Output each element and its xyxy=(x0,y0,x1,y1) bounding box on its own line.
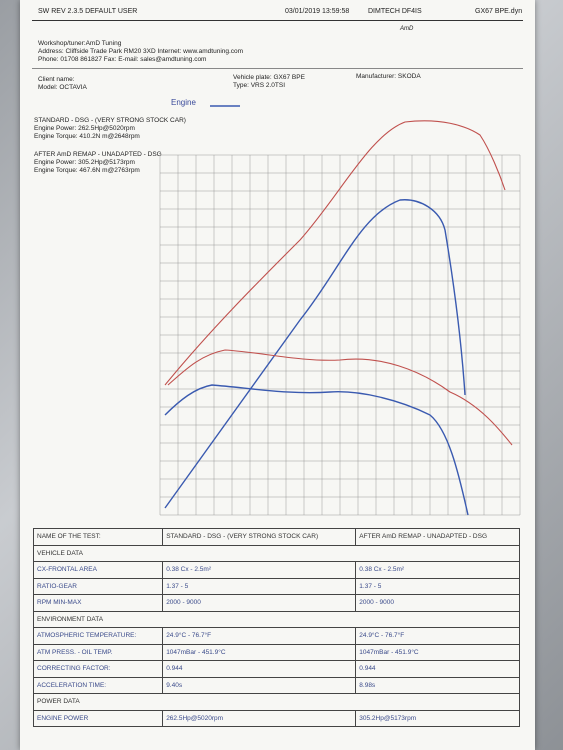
run-power: Engine Power: 262.5Hp@5020rpm xyxy=(34,125,135,132)
torque-curve-remap xyxy=(167,349,513,446)
power-curve-remap xyxy=(164,120,506,386)
torque-curve-stock xyxy=(164,384,469,516)
table-cell: ATM PRESS. - OIL TEMP. xyxy=(32,643,164,661)
table-cell: ATMOSPHERIC TEMPERATURE: xyxy=(32,627,164,645)
table-cell: ENGINE POWER xyxy=(32,709,164,727)
type: Type: VRS 2.0TSI xyxy=(233,82,286,89)
dyno-chart xyxy=(159,105,521,516)
plate: Vehicle plate: GX67 BPE xyxy=(233,74,305,81)
table-row: RATIO-GEAR 1.37 - 5 1.37 - 5 xyxy=(32,577,520,595)
table-cell: 2000 - 9000 xyxy=(355,594,520,612)
model: Model: OCTAVIA xyxy=(38,84,87,91)
table-row: CX-FRONTAL AREA 0.38 Cx - 2.5m² 0.38 Cx - … xyxy=(32,561,520,579)
table-cell: ACCELERATION TIME: xyxy=(32,676,164,694)
table-row: CORRECTING FACTOR: 0.944 0.944 xyxy=(32,660,520,678)
table-cell: 0.944 xyxy=(355,660,520,678)
table-row: ACCELERATION TIME: 9.40s 8.98s xyxy=(32,676,520,694)
table-cell: 262.5Hp@5020rpm xyxy=(162,709,357,727)
table-row: VEHICLE DATA xyxy=(33,544,520,562)
table-cell: 24.9°C - 76.7°F xyxy=(355,627,520,645)
client-name: Client name: xyxy=(38,76,75,83)
power-curve-stock xyxy=(164,199,466,509)
table-cell: 8.98s xyxy=(355,676,520,694)
table-row: ATMOSPHERIC TEMPERATURE: 24.9°C - 76.7°F 2… xyxy=(32,627,520,645)
table-cell: POWER DATA xyxy=(33,693,520,711)
table-cell: CX-FRONTAL AREA xyxy=(32,561,164,579)
datetime: 03/01/2019 13:59:58 xyxy=(285,8,350,15)
table-cell: ENVIRONMENT DATA xyxy=(33,610,520,628)
run-power: Engine Power: 305.2Hp@5173rpm xyxy=(34,159,135,166)
table-cell: VEHICLE DATA xyxy=(33,544,520,562)
table-cell: 0.38 Cx - 2.5m² xyxy=(355,561,520,579)
table-cell: AFTER AmD REMAP - UNADAPTED - DSG xyxy=(355,528,520,546)
software: SW REV 2.3.5 DEFAULT USER xyxy=(38,8,138,15)
table-cell: 1.37 - 5 xyxy=(162,577,357,595)
run-torque: Engine Torque: 410.2N m@2648rpm xyxy=(34,133,140,140)
logo: AmD xyxy=(400,26,414,32)
grid xyxy=(159,154,521,516)
table-row: POWER DATA xyxy=(33,693,520,711)
table-row: NAME OF THE TEST: STANDARD - DSG - (VERY … xyxy=(32,528,520,546)
manufacturer: Manufacturer: SKODA xyxy=(356,73,421,80)
table-cell: 0.38 Cx - 2.5m² xyxy=(162,561,357,579)
table-cell: STANDARD - DSG - (VERY STRONG STOCK CAR) xyxy=(162,528,357,546)
table-cell: 1047mBar - 451.9°C xyxy=(162,643,357,661)
table-row: ENVIRONMENT DATA xyxy=(33,610,520,628)
table-cell: 1047mBar - 451.9°C xyxy=(355,643,520,661)
table-row: ATM PRESS. - OIL TEMP. 1047mBar - 451.9°C… xyxy=(32,643,520,661)
table-cell: RPM MIN-MAX xyxy=(32,594,164,612)
address: Address: Cliffside Trade Park RM20 3XD I… xyxy=(38,48,244,55)
rule xyxy=(32,20,523,21)
run-title: STANDARD - DSG - (VERY STRONG STOCK CAR) xyxy=(34,117,186,124)
table-cell: 24.9°C - 76.7°F xyxy=(162,627,357,645)
device: DIMTECH DF4IS xyxy=(368,8,422,15)
table-cell: 305.2Hp@5173rpm xyxy=(355,709,520,727)
table-cell: 0.944 xyxy=(162,660,357,678)
table-cell: RATIO-GEAR xyxy=(32,577,164,595)
workshop: Workshop/tuner:AmD Tuning xyxy=(38,40,122,47)
rule xyxy=(32,68,523,69)
table-cell: 2000 - 9000 xyxy=(162,594,357,612)
table-cell: NAME OF THE TEST: xyxy=(32,528,164,546)
legend: Engine xyxy=(171,98,196,107)
run-torque: Engine Torque: 467.6N m@2763rpm xyxy=(34,167,140,174)
table-row: ENGINE POWER 262.5Hp@5020rpm 305.2Hp@5173r… xyxy=(32,709,520,727)
test-table: NAME OF THE TEST: STANDARD - DSG - (VERY … xyxy=(32,528,520,727)
table-cell: CORRECTING FACTOR: xyxy=(32,660,164,678)
table-cell: 9.40s xyxy=(162,676,357,694)
paper: SW REV 2.3.5 DEFAULT USER 03/01/2019 13:… xyxy=(20,0,535,750)
phone: Phone: 01708 861827 Fax: E-mail: sales@a… xyxy=(38,56,207,63)
file: GX67 BPE.dyn xyxy=(475,8,523,15)
table-cell: 1.37 - 5 xyxy=(355,577,520,595)
table-row: RPM MIN-MAX 2000 - 9000 2000 - 9000 xyxy=(32,594,520,612)
run-title: AFTER AmD REMAP - UNADAPTED - DSG xyxy=(34,151,162,158)
